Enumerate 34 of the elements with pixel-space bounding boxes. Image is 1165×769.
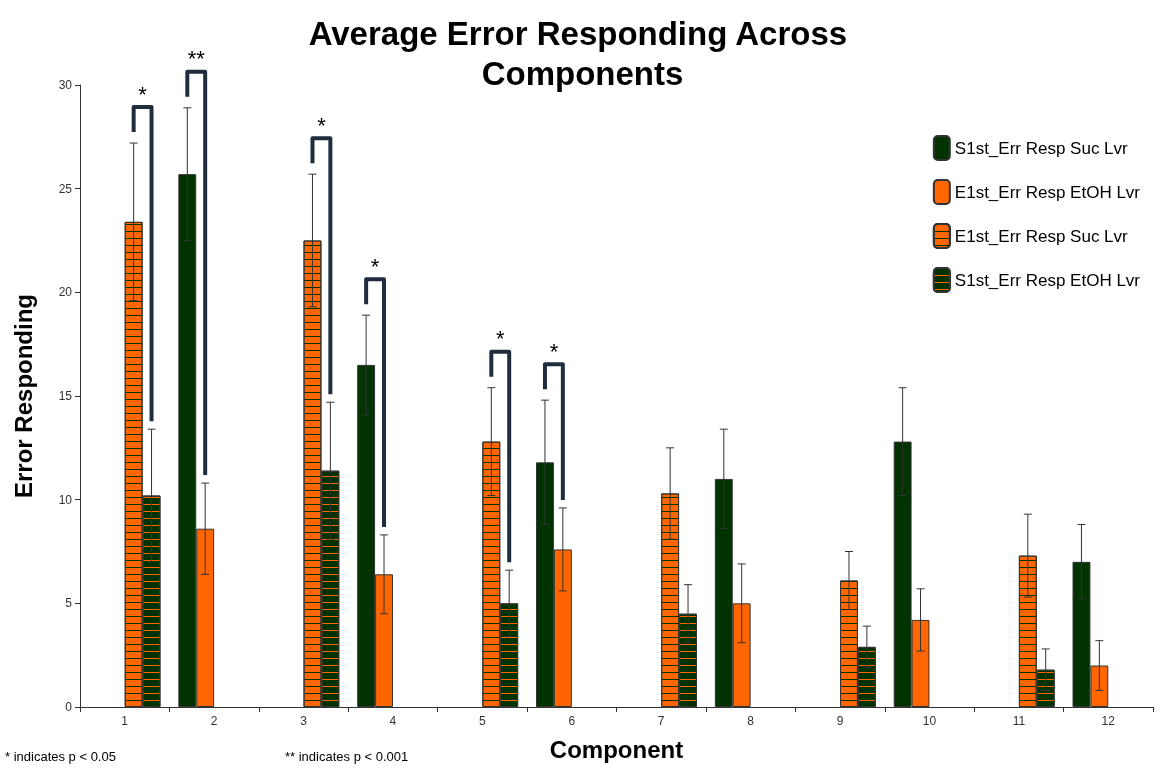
annotation: *: [495, 326, 505, 352]
legend-label: E1st_Err Resp Suc Lvr: [954, 226, 1129, 246]
x-tick-label: 4: [389, 714, 397, 728]
x-tick-label: 11: [1012, 714, 1026, 728]
y-axis-title: Error Responding: [9, 293, 37, 499]
y-tick-label: 0: [65, 700, 73, 714]
annotation: *: [317, 112, 327, 138]
x-tick-label: 8: [747, 714, 755, 728]
x-tick-label: 1: [121, 714, 129, 728]
legend-label: E1st_Err Resp EtOH Lvr: [954, 182, 1141, 202]
text: **: [187, 46, 206, 72]
y-tick-label: 30: [58, 78, 73, 92]
legend-label: S1st_Err Resp Suc Lvr: [954, 138, 1129, 158]
x-tick-label: 2: [210, 714, 218, 728]
annotation: *: [549, 338, 559, 364]
x-tick-label: 7: [657, 714, 665, 728]
y-tick-label: 10: [58, 492, 73, 507]
x-tick-label: 10: [922, 714, 937, 728]
y-tick-label: 25: [58, 181, 73, 196]
y-tick-label: 20: [58, 285, 73, 300]
y-tick-label: 5: [65, 596, 73, 611]
annotation: *: [370, 253, 380, 279]
x-tick-label: 12: [1101, 714, 1116, 728]
x-tick-label: 6: [568, 714, 576, 728]
x-tick-label: 3: [300, 714, 308, 728]
x-tick-label: 9: [836, 714, 844, 728]
legend-label: S1st_Err Resp EtOH Lvr: [954, 270, 1141, 290]
chart-title: Average Error Responding Across Components: [308, 14, 857, 92]
text: ** indicates p < 0.001: [285, 749, 409, 764]
x-axis-title: Component: [549, 735, 684, 763]
y-tick-label: 15: [58, 389, 73, 403]
annotation: *: [138, 81, 148, 107]
text: * indicates p < 0.05: [5, 749, 116, 764]
x-tick-label: 5: [479, 714, 487, 728]
